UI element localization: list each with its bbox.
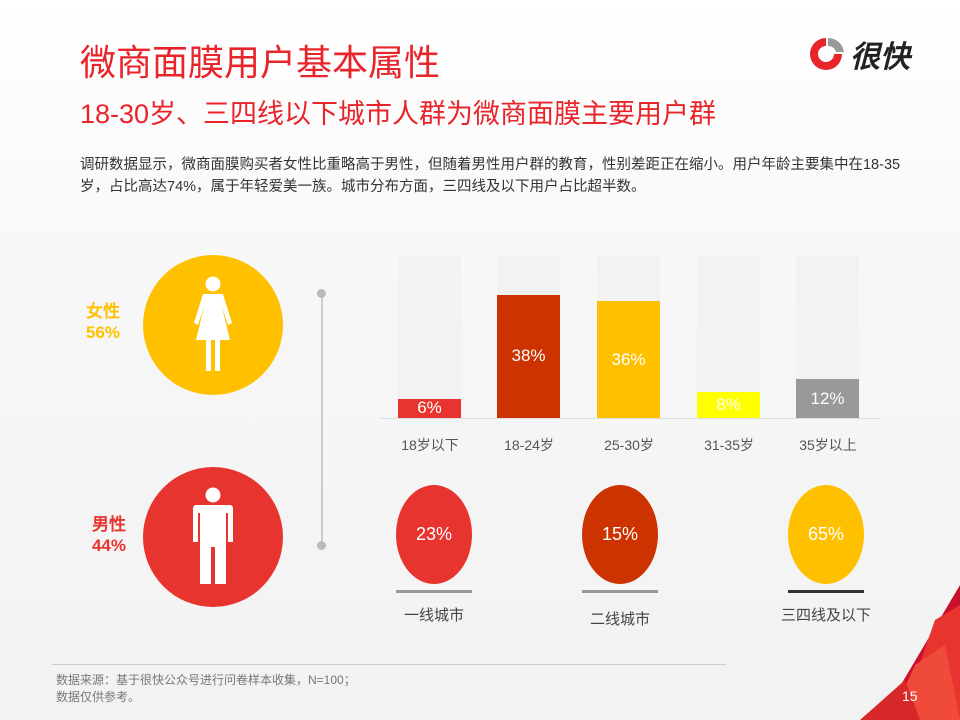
female-label-text: 女性 <box>86 302 120 321</box>
footer-divider <box>52 664 726 665</box>
corner-decoration <box>860 585 960 720</box>
male-label: 男性 44% <box>66 514 126 556</box>
x-tick-label: 18-24岁 <box>504 437 554 453</box>
bar-track <box>398 256 461 418</box>
bar: 6% <box>398 398 461 418</box>
divider-line <box>321 293 323 545</box>
bar: 8% <box>697 392 760 418</box>
chart-baseline <box>380 418 880 419</box>
male-circle <box>143 467 283 607</box>
bar-value-label: 38% <box>511 346 546 366</box>
male-label-text: 男性 <box>92 515 126 534</box>
city-value: 15% <box>601 524 639 544</box>
bar-track <box>697 256 760 418</box>
page-number: 15 <box>902 688 918 704</box>
page-title: 微商面膜用户基本属性 <box>80 42 441 83</box>
source-line-1: 数据来源：基于很快公众号进行问卷样本收集，N=100； <box>56 673 356 687</box>
city-label: 一线城市 <box>403 607 464 624</box>
bar: 12% <box>796 379 859 418</box>
bar: 38% <box>497 294 560 418</box>
female-value: 56% <box>85 323 120 342</box>
city-underline <box>582 590 658 593</box>
male-value: 44% <box>91 536 126 555</box>
x-tick-label: 25-30岁 <box>604 437 654 453</box>
city-underline <box>788 590 864 593</box>
city-ellipse: 15% <box>582 485 658 584</box>
city-label: 二线城市 <box>589 611 650 628</box>
female-icon <box>194 276 232 371</box>
bar-value-label: 36% <box>611 349 646 369</box>
divider-dot-bottom <box>317 541 326 550</box>
city-ellipse: 23% <box>396 485 472 584</box>
female-label: 女性 56% <box>60 301 120 343</box>
city-label: 三四线及以下 <box>780 607 871 624</box>
logo: 很快 <box>806 34 930 75</box>
city-value: 23% <box>415 524 453 544</box>
city-value: 65% <box>807 524 845 544</box>
x-tick-label: 31-35岁 <box>704 437 754 453</box>
bar: 36% <box>597 301 660 418</box>
male-icon <box>193 487 233 584</box>
x-tick-label: 35岁以上 <box>799 437 857 453</box>
x-tick-label: 18岁以下 <box>401 437 459 453</box>
bar-value-label: 6% <box>417 398 442 418</box>
description-text: 调研数据显示，微商面膜购买者女性比重略高于男性，但随着男性用户群的教育，性别差距… <box>80 157 901 195</box>
page-subtitle: 18-30岁、三四线以下城市人群为微商面膜主要用户群 <box>80 99 717 129</box>
bar-value-label: 12% <box>810 388 845 408</box>
city-underline <box>396 590 472 593</box>
divider-dot-top <box>317 289 326 298</box>
bar-value-label: 8% <box>716 395 741 415</box>
city-ellipse: 65% <box>788 485 864 584</box>
female-circle <box>143 255 283 395</box>
svg-text:很快: 很快 <box>850 40 913 74</box>
source-line-2: 数据仅供参考。 <box>56 690 141 704</box>
data-source: 数据来源：基于很快公众号进行问卷样本收集，N=100； 数据仅供参考。 <box>56 672 356 706</box>
